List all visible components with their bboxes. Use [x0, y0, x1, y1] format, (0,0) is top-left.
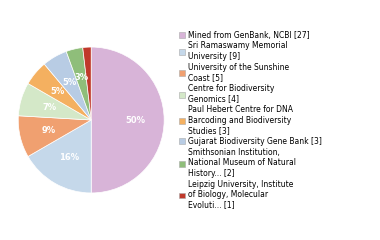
Wedge shape [18, 116, 91, 156]
Wedge shape [18, 84, 91, 120]
Text: 5%: 5% [62, 78, 76, 87]
Wedge shape [28, 120, 91, 193]
Text: 9%: 9% [41, 126, 55, 135]
Legend: Mined from GenBank, NCBI [27], Sri Ramaswamy Memorial
University [9], University: Mined from GenBank, NCBI [27], Sri Ramas… [179, 30, 321, 210]
Wedge shape [66, 48, 91, 120]
Wedge shape [28, 64, 91, 120]
Text: 50%: 50% [125, 115, 145, 125]
Text: 3%: 3% [74, 73, 88, 82]
Wedge shape [44, 51, 91, 120]
Wedge shape [83, 47, 91, 120]
Text: 16%: 16% [59, 153, 79, 162]
Text: 7%: 7% [42, 103, 56, 112]
Wedge shape [91, 47, 164, 193]
Text: 5%: 5% [51, 87, 65, 96]
